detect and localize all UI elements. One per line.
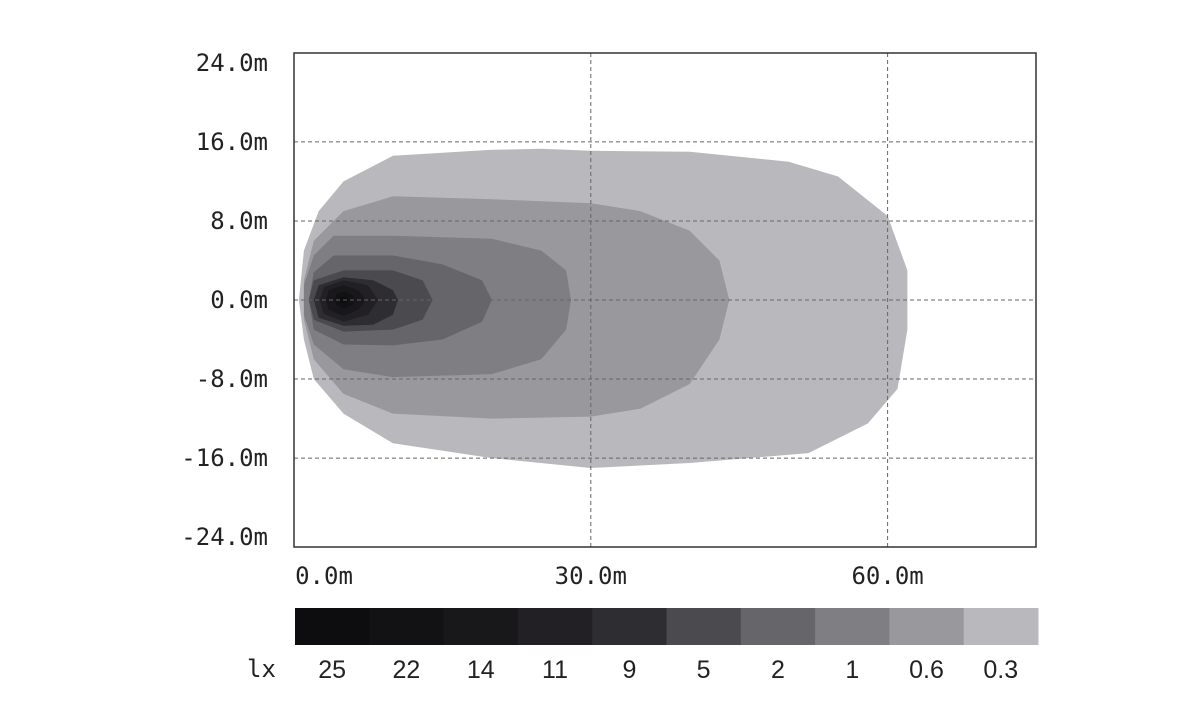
y-tick-label: -16.0m	[181, 444, 268, 472]
legend-swatch-22	[369, 608, 445, 645]
legend-level-label: 2	[771, 656, 785, 684]
legend: lx 25 22 14 11 9 5 2 1 0.6 0.3	[247, 608, 1039, 684]
x-axis-ticks: 0.0m 30.0m 60.0m	[295, 562, 924, 590]
x-tick-label: 30.0m	[555, 562, 627, 590]
plot-frame	[293, 52, 1037, 548]
legend-swatch-2	[740, 608, 816, 645]
legend-level-label: 25	[318, 656, 346, 684]
y-tick-label: -8.0m	[196, 365, 268, 393]
legend-level-label: 22	[392, 656, 420, 684]
legend-level-label: 14	[467, 656, 495, 684]
legend-level-label: 1	[845, 656, 859, 684]
legend-level-label: 0.6	[909, 656, 944, 684]
legend-swatch-9	[592, 608, 667, 645]
y-axis-ticks: 24.0m 16.0m 8.0m 0.0m -8.0m -16.0m -24.0m	[181, 49, 268, 551]
legend-level-label: 0.3	[983, 656, 1018, 684]
legend-level-label: 5	[697, 656, 711, 684]
legend-swatch-11	[517, 608, 593, 645]
legend-swatch-25	[295, 608, 370, 645]
y-tick-label: 24.0m	[196, 49, 268, 77]
grid-layer	[294, 53, 1036, 547]
legend-swatch-0.3	[963, 608, 1039, 645]
legend-level-label: 9	[622, 656, 636, 684]
legend-level-label: 11	[542, 656, 568, 684]
y-tick-label: 16.0m	[196, 128, 268, 156]
legend-unit-label: lx	[247, 655, 276, 683]
contour-layer	[298, 148, 908, 469]
x-tick-label: 0.0m	[295, 562, 353, 590]
legend-swatch-5	[666, 608, 742, 645]
y-tick-label: -24.0m	[181, 523, 268, 551]
legend-swatch-14	[443, 608, 519, 645]
y-tick-label: 0.0m	[210, 286, 268, 314]
x-tick-label: 60.0m	[851, 562, 923, 590]
legend-swatch-0.6	[889, 608, 965, 645]
y-tick-label: 8.0m	[210, 207, 268, 235]
legend-swatch-1	[815, 608, 890, 645]
